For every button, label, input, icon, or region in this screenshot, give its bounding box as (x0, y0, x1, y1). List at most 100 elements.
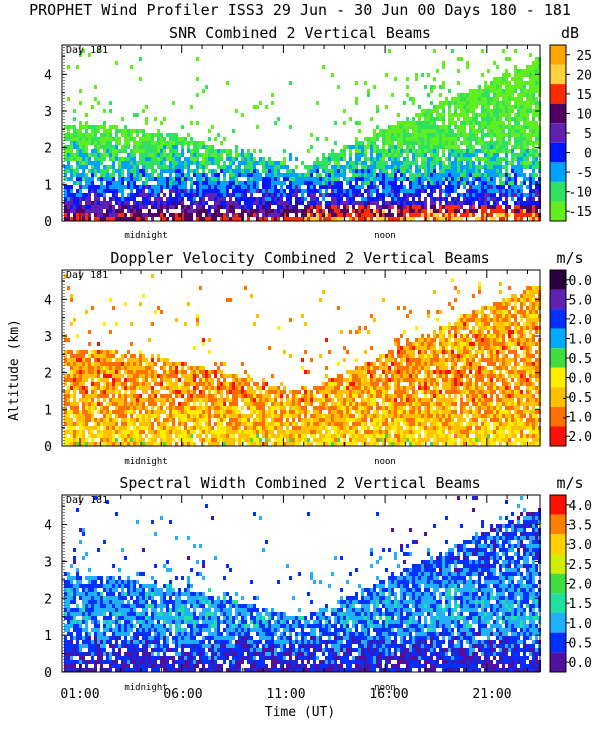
heatmap-cell (430, 193, 433, 197)
heatmap-cell (97, 149, 100, 153)
heatmap-cell (331, 209, 334, 213)
heatmap-cell (271, 426, 274, 430)
heatmap-cell (190, 205, 193, 209)
heatmap-cell (172, 386, 175, 390)
heatmap-cell (316, 390, 319, 394)
heatmap-cell (337, 201, 340, 205)
heatmap-cell (304, 197, 307, 201)
heatmap-cell (94, 161, 97, 165)
heatmap-cell (277, 201, 280, 205)
heatmap-cell (115, 141, 118, 145)
heatmap-cell (247, 426, 250, 430)
heatmap-cell (337, 85, 340, 89)
heatmap-cell (229, 386, 232, 390)
heatmap-cell (496, 173, 499, 177)
heatmap-cell (187, 302, 190, 306)
heatmap-cell (313, 161, 316, 165)
heatmap-cell (529, 189, 532, 193)
heatmap-cell (151, 390, 154, 394)
heatmap-cell (64, 414, 67, 418)
heatmap-cell (307, 217, 310, 221)
heatmap-cell (271, 442, 274, 446)
heatmap-cell (259, 173, 262, 177)
heatmap-cell (190, 398, 193, 402)
heatmap-cell (403, 173, 406, 177)
heatmap-cell (232, 185, 235, 189)
heatmap-cell (145, 185, 148, 189)
heatmap-cell (151, 205, 154, 209)
heatmap-cell (172, 430, 175, 434)
heatmap-cell (316, 205, 319, 209)
heatmap-cell (331, 153, 334, 157)
heatmap-cell (82, 374, 85, 378)
heatmap-cell (439, 129, 442, 133)
heatmap-cell (493, 129, 496, 133)
heatmap-cell (244, 422, 247, 426)
heatmap-cell (451, 161, 454, 165)
heatmap-cell (316, 217, 319, 221)
heatmap-cell (91, 406, 94, 410)
heatmap-cell (376, 157, 379, 161)
heatmap-cell (532, 129, 535, 133)
heatmap-cell (169, 193, 172, 197)
heatmap-cell (340, 217, 343, 221)
heatmap-cell (421, 157, 424, 161)
heatmap-cell (304, 205, 307, 209)
heatmap-cell (85, 422, 88, 426)
heatmap-cell (523, 177, 526, 181)
heatmap-cell (133, 438, 136, 442)
heatmap-cell (139, 438, 142, 442)
heatmap-cell (172, 185, 175, 189)
heatmap-cell (514, 105, 517, 109)
heatmap-cell (364, 181, 367, 185)
heatmap-cell (529, 69, 532, 73)
heatmap-cell (154, 169, 157, 173)
heatmap-cell (442, 129, 445, 133)
heatmap-cell (499, 213, 502, 217)
heatmap-cell (451, 145, 454, 149)
heatmap-cell (247, 430, 250, 434)
heatmap-cell (127, 169, 130, 173)
heatmap-cell (454, 149, 457, 153)
heatmap-cell (70, 386, 73, 390)
heatmap-cell (481, 189, 484, 193)
heatmap-cell (532, 217, 535, 221)
heatmap-cell (286, 438, 289, 442)
heatmap-cell (232, 169, 235, 173)
heatmap-cell (154, 157, 157, 161)
heatmap-cell (364, 169, 367, 173)
heatmap-cell (391, 141, 394, 145)
heatmap-cell (187, 442, 190, 446)
heatmap-cell (181, 173, 184, 177)
heatmap-cell (406, 137, 409, 141)
heatmap-cell (526, 205, 529, 209)
heatmap-cell (514, 49, 517, 53)
heatmap-cell (505, 161, 508, 165)
heatmap-cell (517, 105, 520, 109)
heatmap-cell (151, 153, 154, 157)
heatmap-cell (475, 157, 478, 161)
heatmap-cell (121, 430, 124, 434)
heatmap-cell (469, 101, 472, 105)
heatmap-cell (91, 414, 94, 418)
heatmap-cell (208, 185, 211, 189)
heatmap-cell (124, 378, 127, 382)
heatmap-cell (502, 77, 505, 81)
heatmap-cell (250, 438, 253, 442)
heatmap-cell (493, 189, 496, 193)
heatmap-cell (451, 141, 454, 145)
heatmap-cell (70, 149, 73, 153)
heatmap-cell (442, 169, 445, 173)
heatmap-cell (106, 165, 109, 169)
heatmap-cell (400, 149, 403, 153)
heatmap-cell (352, 185, 355, 189)
heatmap-cell (142, 181, 145, 185)
heatmap-cell (220, 402, 223, 406)
heatmap-cell (136, 394, 139, 398)
heatmap-cell (190, 382, 193, 386)
heatmap-cell (358, 213, 361, 217)
heatmap-cell (70, 322, 73, 326)
heatmap-cell (136, 418, 139, 422)
heatmap-cell (199, 153, 202, 157)
heatmap-cell (442, 153, 445, 157)
